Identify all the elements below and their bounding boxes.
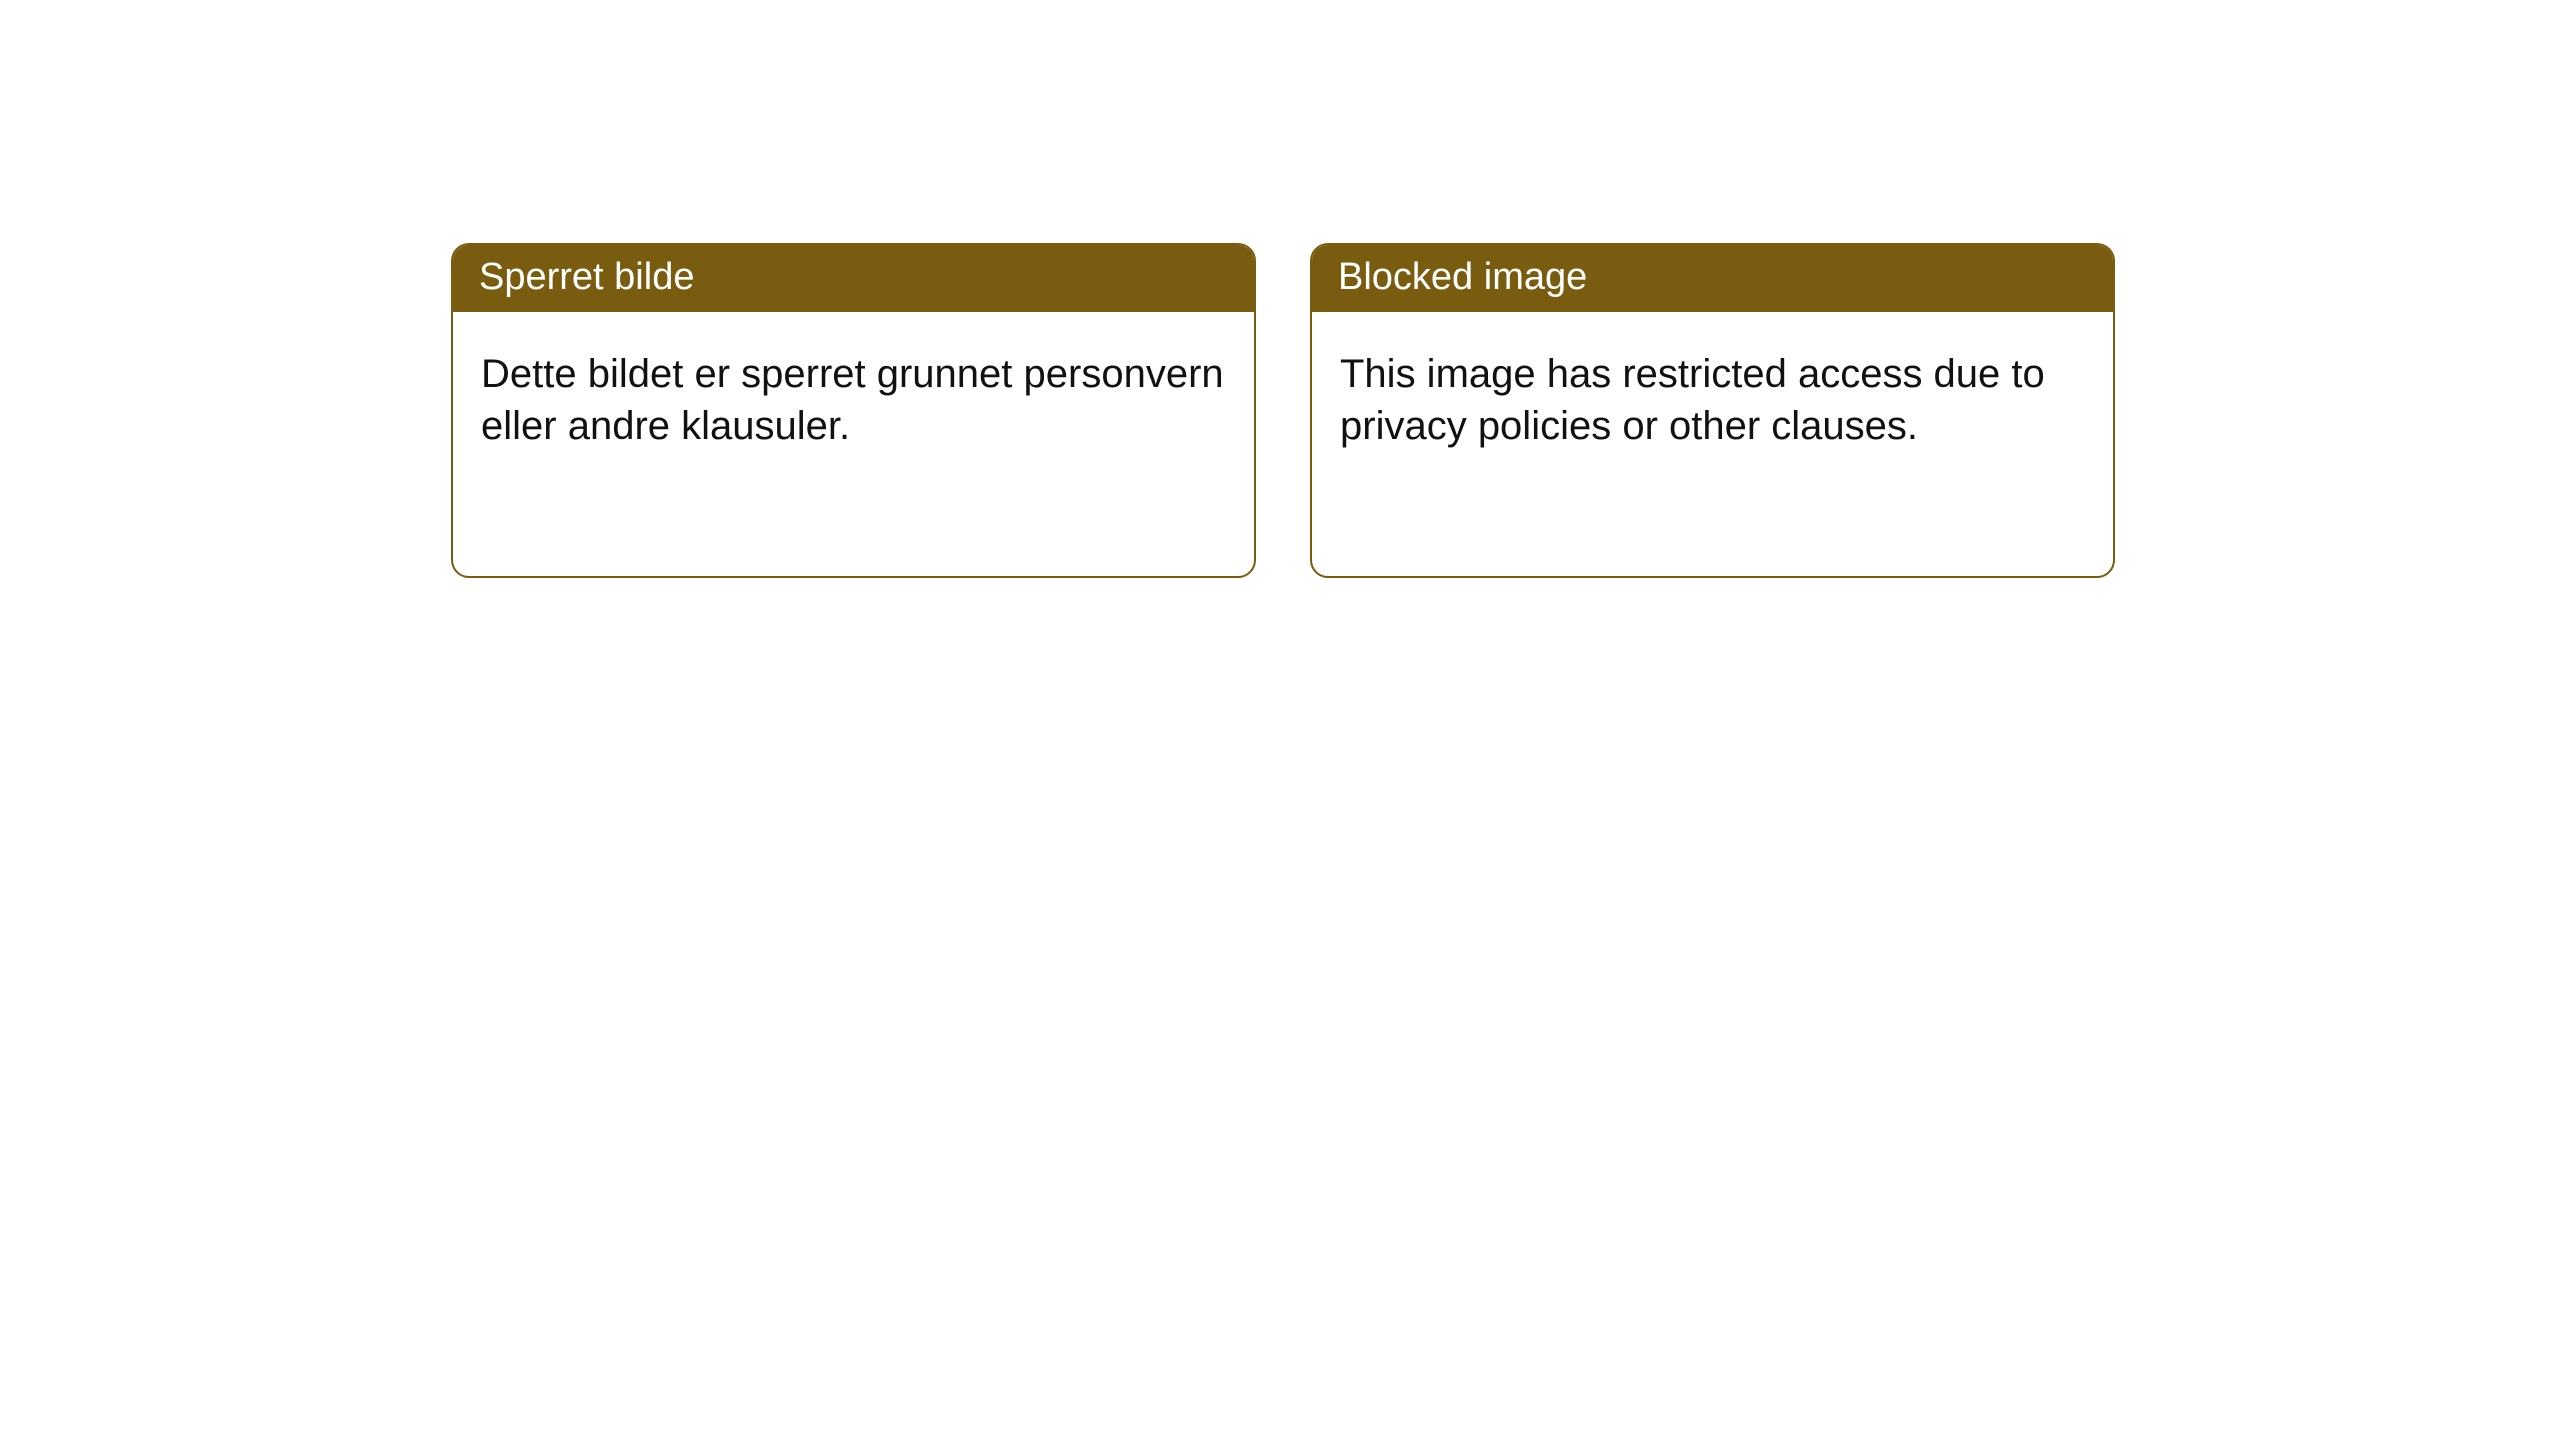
card-header-no: Sperret bilde [453,245,1254,312]
blocked-image-card-en: Blocked image This image has restricted … [1310,243,2115,578]
blocked-image-cards: Sperret bilde Dette bildet er sperret gr… [451,243,2115,578]
card-body-en: This image has restricted access due to … [1312,312,2113,482]
blocked-image-card-no: Sperret bilde Dette bildet er sperret gr… [451,243,1256,578]
card-header-en: Blocked image [1312,245,2113,312]
card-body-no: Dette bildet er sperret grunnet personve… [453,312,1254,482]
